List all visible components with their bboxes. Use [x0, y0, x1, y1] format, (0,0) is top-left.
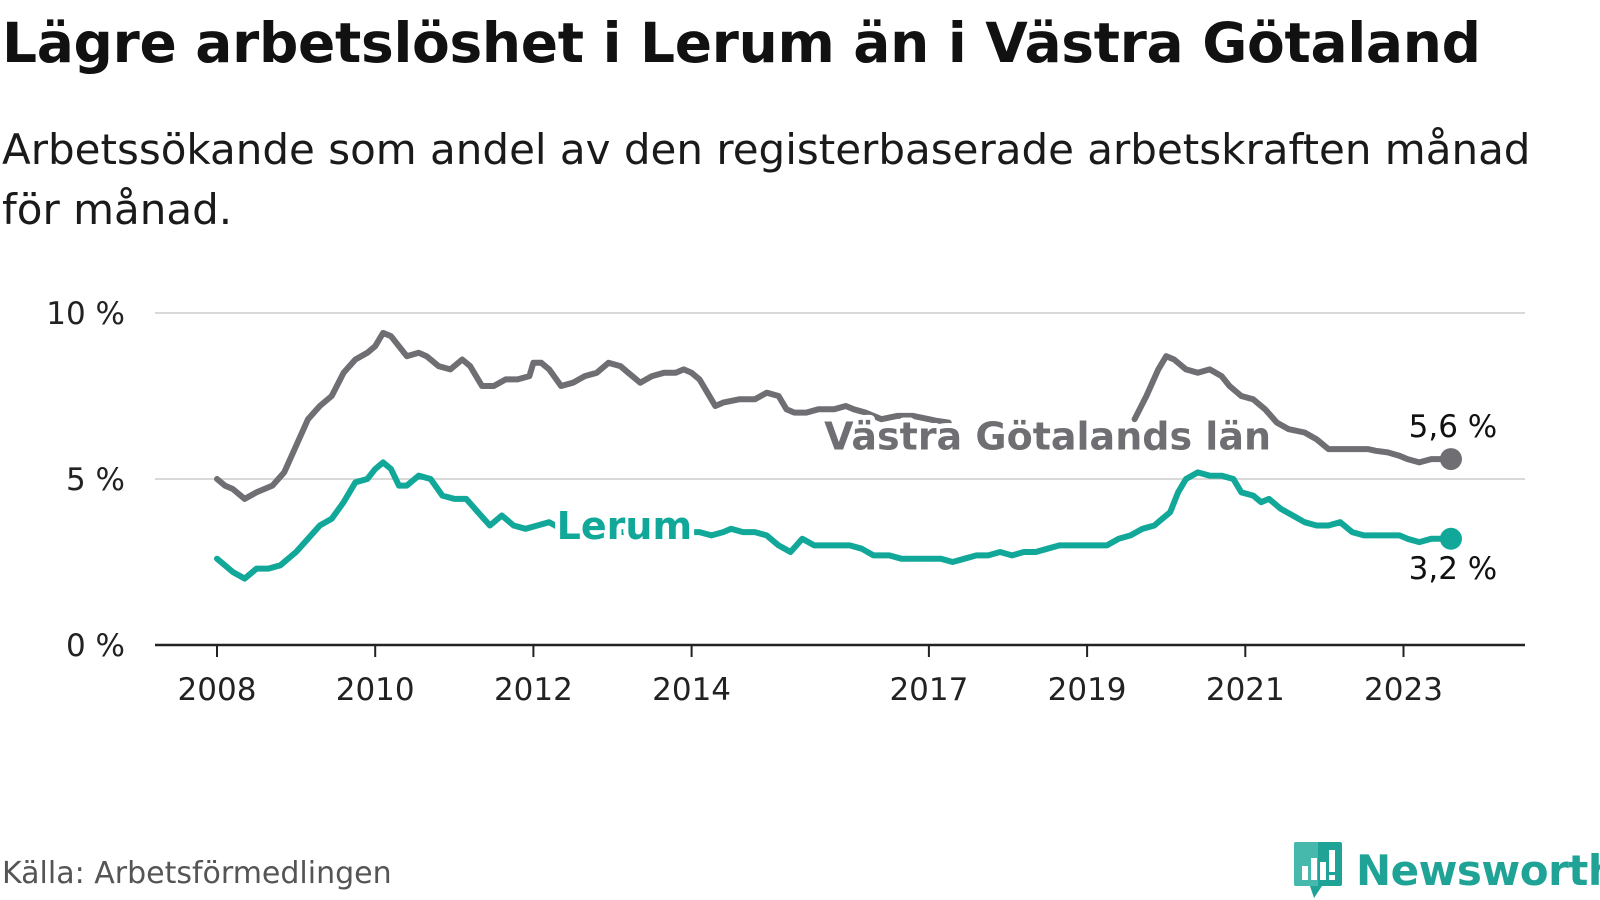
- chart-subtitle: Arbetssökande som andel av den registerb…: [2, 125, 1531, 234]
- y-tick-label: 10 %: [46, 296, 125, 332]
- brand-name: Newsworthy: [1356, 845, 1600, 895]
- lerum-series-line: [214, 459, 1454, 582]
- end-value-label: 5,6 %: [1409, 409, 1498, 445]
- end-point-marker: [1439, 527, 1462, 550]
- series-name-label: Västra Götalands län: [824, 415, 1271, 459]
- chart-title: Lägre arbetslöshet i Lerum än i Västra G…: [2, 11, 1481, 75]
- region-series-line: [214, 329, 952, 502]
- x-tick-label: 2010: [336, 672, 415, 708]
- newsworthy-logo-icon: [1294, 842, 1342, 898]
- x-tick-label: 2021: [1206, 672, 1285, 708]
- end-point-marker: [1439, 448, 1462, 471]
- x-tick-label: 2012: [494, 672, 573, 708]
- brand-logo: Newsworthy: [1292, 840, 1600, 900]
- y-tick-label: 0 %: [66, 628, 125, 664]
- source-note: Källa: Arbetsförmedlingen: [2, 856, 392, 891]
- x-tick-label: 2008: [178, 672, 257, 708]
- x-tick-label: 2014: [652, 672, 731, 708]
- region-series-line: [1131, 353, 1454, 466]
- x-tick-label: 2019: [1048, 672, 1127, 708]
- end-value-label: 3,2 %: [1409, 551, 1498, 587]
- series-name-label: Lerum: [557, 504, 692, 548]
- x-tick-label: 2017: [889, 672, 968, 708]
- y-tick-label: 5 %: [66, 462, 125, 498]
- x-tick-label: 2023: [1364, 672, 1443, 708]
